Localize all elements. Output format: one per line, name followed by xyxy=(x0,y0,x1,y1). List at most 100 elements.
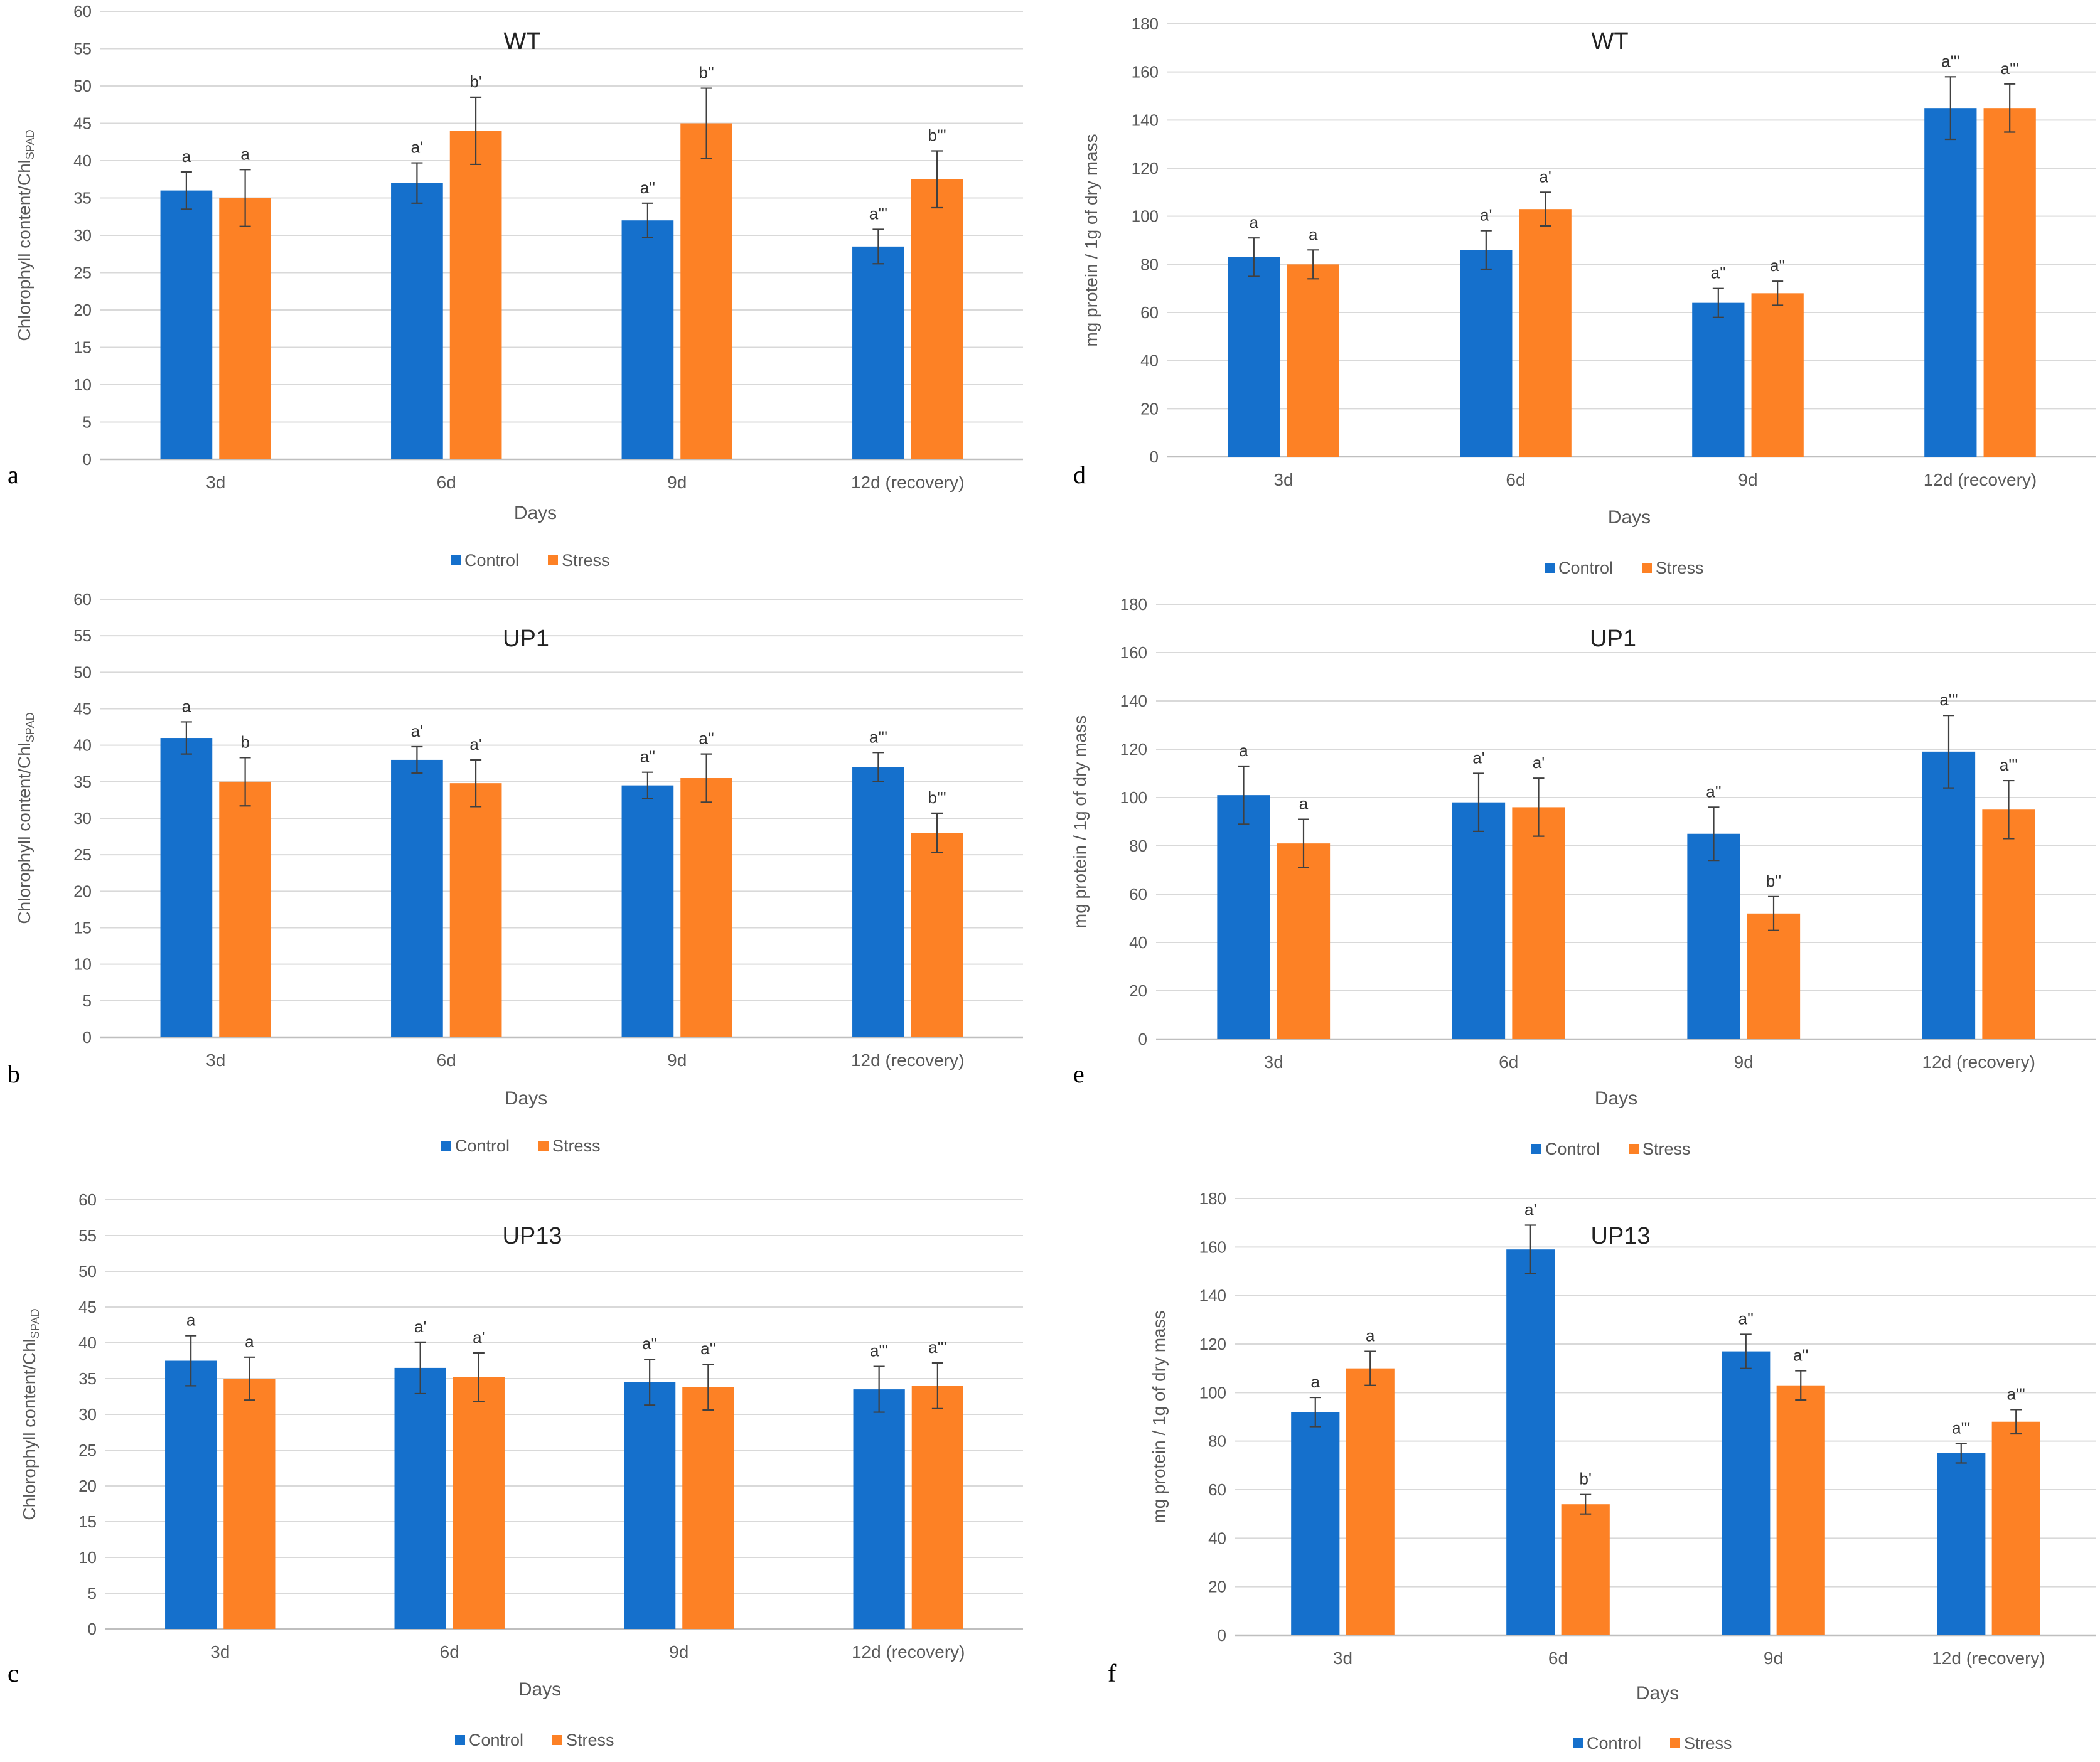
bar-control-0 xyxy=(160,738,213,1037)
y-tick-label: 25 xyxy=(78,1441,97,1460)
significance-label: a xyxy=(182,697,191,715)
y-tick-label: 180 xyxy=(1199,1189,1226,1208)
y-tick-label: 40 xyxy=(1208,1529,1226,1547)
legend-label-stress: Stress xyxy=(552,1136,601,1155)
chart-panel-e: 0 20 40 60 80 100 120 140 160 180 a a 3d a' a' 6d a'' b''… xyxy=(1070,595,2096,1158)
legend-swatch-control xyxy=(1573,1738,1583,1748)
y-tick-label: 30 xyxy=(73,226,92,245)
y-tick-label: 45 xyxy=(78,1298,97,1316)
legend-label-control: Control xyxy=(1587,1734,1641,1753)
bar-stress-3 xyxy=(911,1386,963,1629)
legend-label-control: Control xyxy=(464,551,519,570)
legend-swatch-control xyxy=(455,1735,465,1745)
y-tick-label: 55 xyxy=(73,626,92,645)
significance-label: a xyxy=(240,144,250,163)
bar-stress-1 xyxy=(1512,807,1565,1039)
y-tick-label: 55 xyxy=(73,40,92,58)
legend-swatch-control xyxy=(1545,563,1555,573)
bar-control-2 xyxy=(624,1382,676,1629)
y-tick-label: 20 xyxy=(73,882,92,900)
significance-label: b' xyxy=(469,72,481,91)
significance-label: a xyxy=(1311,1372,1321,1391)
y-axis-label: Chlorophyll content/ChlSPAD xyxy=(14,712,36,924)
significance-label: b'' xyxy=(699,63,714,82)
bar-stress-0 xyxy=(219,781,271,1037)
y-tick-label: 30 xyxy=(78,1405,97,1424)
legend-swatch-control xyxy=(1531,1144,1541,1154)
y-tick-label: 0 xyxy=(1138,1030,1147,1049)
legend-swatch-stress xyxy=(1642,563,1652,573)
chart-title: UP13 xyxy=(1590,1223,1650,1249)
bar-control-1 xyxy=(1452,802,1506,1039)
x-axis-label: Days xyxy=(1595,1088,1637,1109)
y-tick-label: 60 xyxy=(78,1190,97,1209)
significance-label: a''' xyxy=(869,204,887,223)
x-tick-label: 9d xyxy=(1764,1648,1783,1668)
x-tick-label: 6d xyxy=(437,1050,456,1070)
y-tick-label: 40 xyxy=(73,736,92,755)
bar-control-0 xyxy=(160,190,213,459)
y-tick-label: 60 xyxy=(1140,303,1159,322)
y-tick-label: 55 xyxy=(78,1226,97,1245)
bar-stress-2 xyxy=(1751,293,1804,457)
significance-label: a''' xyxy=(869,727,887,746)
y-tick-label: 160 xyxy=(1120,643,1147,662)
chart-title: UP13 xyxy=(502,1223,562,1249)
bar-stress-3 xyxy=(911,833,963,1037)
significance-label: a' xyxy=(1524,1200,1536,1219)
significance-label: a''' xyxy=(870,1342,888,1360)
significance-label: a'' xyxy=(1738,1310,1754,1328)
x-axis-label: Days xyxy=(1636,1683,1679,1704)
x-tick-label: 12d (recovery) xyxy=(1932,1648,2045,1668)
y-tick-label: 160 xyxy=(1132,63,1159,82)
bar-stress-0 xyxy=(1277,843,1331,1039)
y-axis-label: mg protein / 1g of dry mass xyxy=(1081,134,1101,346)
y-tick-label: 60 xyxy=(1129,885,1147,904)
legend-label-stress: Stress xyxy=(1684,1734,1732,1753)
bar-control-1 xyxy=(391,759,443,1037)
panel-letter: f xyxy=(1108,1659,1117,1687)
y-axis-label: mg protein / 1g of dry mass xyxy=(1070,715,1090,928)
legend-swatch-control xyxy=(451,555,461,565)
significance-label: a'' xyxy=(640,178,655,197)
y-tick-label: 40 xyxy=(73,151,92,170)
y-tick-label: 100 xyxy=(1199,1383,1226,1402)
bar-stress-3 xyxy=(1983,108,2036,457)
significance-label: a xyxy=(1309,225,1318,243)
chart-title: WT xyxy=(503,28,540,55)
significance-label: b'' xyxy=(1766,872,1781,890)
y-tick-label: 20 xyxy=(1140,399,1159,418)
y-tick-label: 120 xyxy=(1199,1335,1226,1354)
bar-control-1 xyxy=(1460,250,1513,457)
significance-label: a'' xyxy=(1793,1346,1808,1365)
y-tick-label: 45 xyxy=(73,700,92,718)
y-tick-label: 60 xyxy=(1208,1480,1226,1499)
significance-label: b''' xyxy=(928,788,946,807)
legend-label-control: Control xyxy=(1558,558,1613,577)
y-axis-label: Chlorophyll content/ChlSPAD xyxy=(19,1308,41,1520)
bar-stress-1 xyxy=(449,783,502,1037)
significance-label: a''' xyxy=(1941,51,1959,70)
y-tick-label: 35 xyxy=(78,1369,97,1388)
significance-label: a' xyxy=(1533,753,1545,772)
y-tick-label: 30 xyxy=(73,809,92,828)
significance-label: a''' xyxy=(928,1338,946,1357)
x-tick-label: 3d xyxy=(206,473,225,492)
x-tick-label: 6d xyxy=(440,1642,459,1662)
legend-label-stress: Stress xyxy=(1642,1140,1691,1158)
x-tick-label: 12d (recovery) xyxy=(1924,470,2037,489)
y-tick-label: 5 xyxy=(83,413,92,432)
significance-label: a'' xyxy=(699,729,714,748)
x-tick-label: 3d xyxy=(206,1050,225,1070)
significance-label: a' xyxy=(1472,749,1484,767)
significance-label: a' xyxy=(473,1328,485,1347)
y-tick-label: 10 xyxy=(78,1548,97,1567)
x-tick-label: 6d xyxy=(1548,1648,1568,1668)
significance-label: a''' xyxy=(2007,1384,2025,1403)
bar-control-3 xyxy=(852,767,904,1037)
legend-label-stress: Stress xyxy=(566,1731,614,1749)
y-tick-label: 15 xyxy=(73,919,92,937)
bar-stress-2 xyxy=(682,1387,734,1629)
y-tick-label: 40 xyxy=(78,1333,97,1352)
